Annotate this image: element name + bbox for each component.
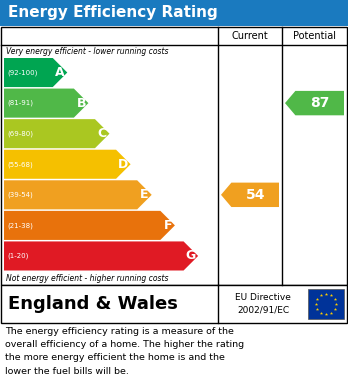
Text: (55-68): (55-68) (7, 161, 33, 167)
Text: The energy efficiency rating is a measure of the
overall efficiency of a home. T: The energy efficiency rating is a measur… (5, 327, 244, 376)
Polygon shape (4, 119, 110, 148)
Text: (92-100): (92-100) (7, 69, 37, 76)
Bar (1, 27, 347, 285)
Polygon shape (221, 183, 279, 207)
Polygon shape (4, 150, 130, 179)
Polygon shape (4, 58, 67, 87)
Text: E: E (140, 188, 149, 201)
Text: Potential: Potential (293, 31, 335, 41)
Text: 87: 87 (310, 96, 329, 110)
Polygon shape (4, 89, 88, 118)
Text: 54: 54 (245, 188, 265, 202)
Text: G: G (186, 249, 196, 262)
Polygon shape (285, 91, 344, 115)
Bar (0, 0, 348, 26)
Text: A: A (55, 66, 65, 79)
Text: (1-20): (1-20) (7, 253, 29, 259)
Text: Energy Efficiency Rating: Energy Efficiency Rating (8, 5, 218, 20)
Text: B: B (76, 97, 86, 109)
Text: F: F (164, 219, 172, 232)
Bar (1, 285, 347, 323)
Text: Not energy efficient - higher running costs: Not energy efficient - higher running co… (6, 274, 168, 283)
Polygon shape (4, 241, 198, 271)
Text: C: C (98, 127, 107, 140)
Text: Current: Current (232, 31, 268, 41)
Bar (308, 289, 344, 319)
Polygon shape (4, 180, 152, 209)
Text: England & Wales: England & Wales (8, 295, 178, 313)
Text: (21-38): (21-38) (7, 222, 33, 229)
Text: EU Directive
2002/91/EC: EU Directive 2002/91/EC (235, 293, 291, 315)
Polygon shape (4, 211, 175, 240)
Text: (81-91): (81-91) (7, 100, 33, 106)
Text: D: D (118, 158, 128, 171)
Text: (69-80): (69-80) (7, 131, 33, 137)
Text: (39-54): (39-54) (7, 192, 33, 198)
Text: Very energy efficient - lower running costs: Very energy efficient - lower running co… (6, 47, 168, 56)
